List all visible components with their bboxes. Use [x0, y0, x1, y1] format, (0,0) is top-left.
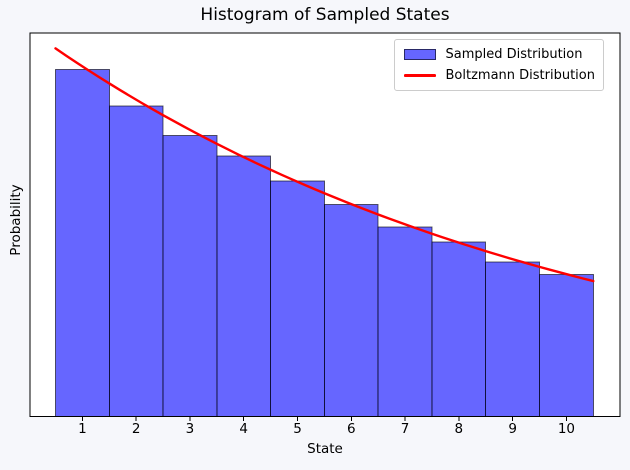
- legend-line-icon: [403, 74, 436, 77]
- legend-label-sampled: Sampled Distribution: [445, 47, 583, 62]
- x-tick-label-9: 9: [508, 421, 517, 437]
- x-tick-label-6: 6: [346, 421, 356, 437]
- x-tick-label-4: 4: [239, 421, 249, 437]
- legend: Sampled Distribution Boltzmann Distribut…: [393, 39, 604, 91]
- histogram-bar-state-5: [270, 180, 325, 417]
- histogram-bar-state-6: [323, 204, 379, 417]
- histogram-bar-state-1: [55, 68, 110, 418]
- legend-item-boltzmann-distribution: Boltzmann Distribution: [403, 65, 596, 86]
- legend-item-sampled-distribution: Sampled Distribution: [403, 44, 596, 65]
- x-tick-label-1: 1: [78, 421, 87, 437]
- x-tick-label-3: 3: [185, 421, 195, 437]
- histogram-bar-state-2: [108, 105, 164, 417]
- histogram-bar-state-10: [539, 274, 594, 417]
- x-axis-label: State: [307, 441, 343, 457]
- x-tick-label-10: 10: [557, 421, 575, 437]
- x-tick-label-5: 5: [293, 421, 302, 437]
- histogram-bar-state-8: [431, 241, 487, 417]
- histogram-bar-state-4: [216, 155, 272, 418]
- x-tick-label-8: 8: [454, 421, 464, 437]
- y-axis-label: Probability: [8, 184, 24, 256]
- legend-patch-icon: [403, 48, 436, 61]
- histogram-bar-state-7: [377, 226, 433, 417]
- axes-frame: [29, 32, 621, 417]
- chart-title: Histogram of Sampled States: [200, 5, 450, 25]
- x-tick-label-7: 7: [400, 421, 410, 437]
- boltzmann-curve: [54, 47, 595, 283]
- x-tick-label-2: 2: [131, 421, 141, 437]
- histogram-bar-state-3: [162, 134, 218, 418]
- legend-label-boltzmann: Boltzmann Distribution: [445, 68, 596, 83]
- histogram-bar-state-9: [485, 261, 541, 417]
